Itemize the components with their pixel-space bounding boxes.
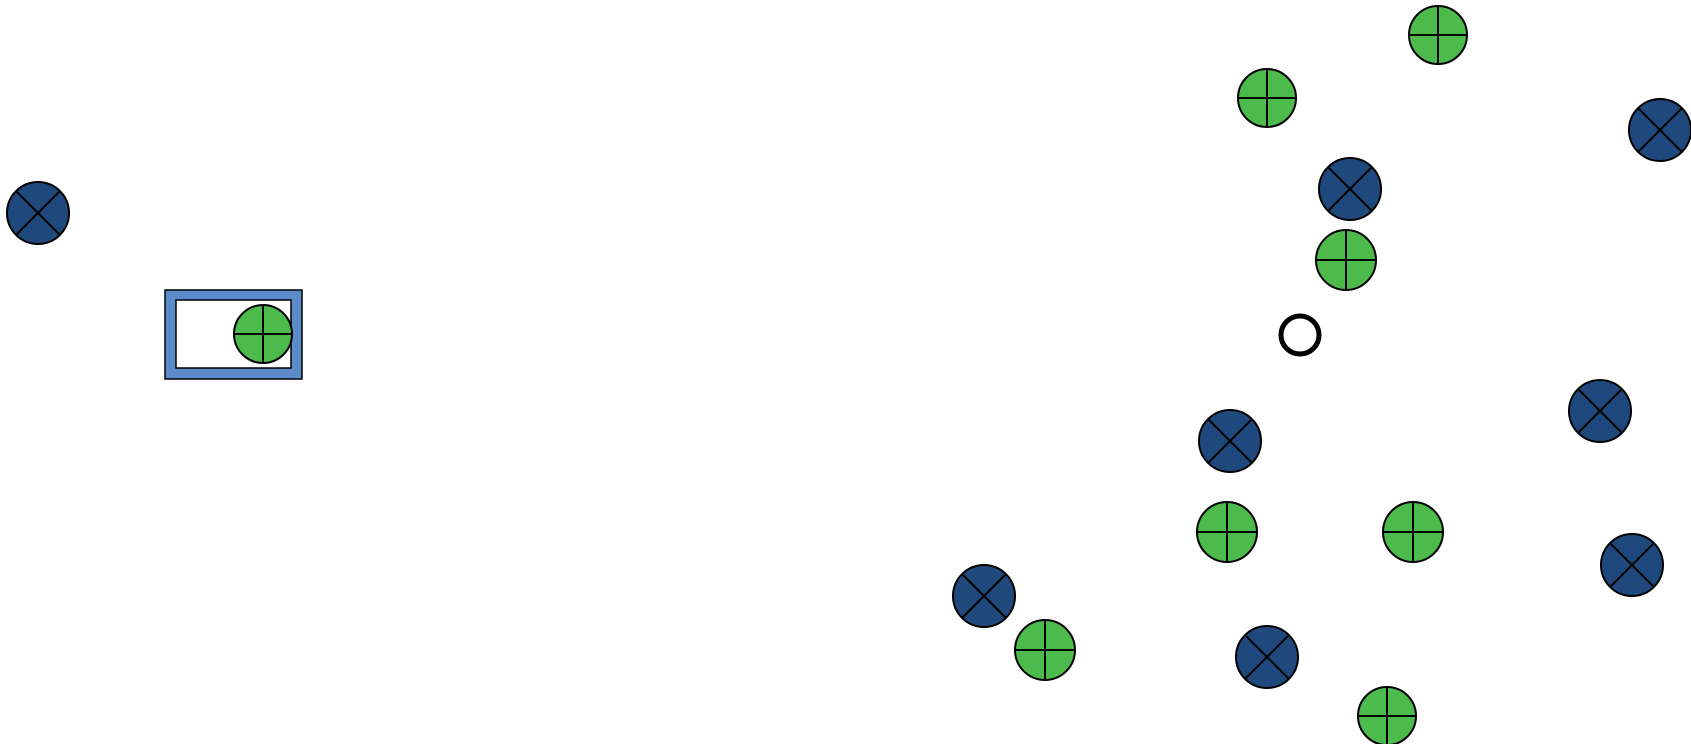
x-circle-icon[interactable]	[1318, 157, 1382, 221]
plus-circle-icon[interactable]	[1014, 619, 1076, 681]
cursor-ring-icon	[1278, 313, 1322, 357]
plus-circle-icon[interactable]	[1357, 686, 1417, 744]
x-circle-icon[interactable]	[1568, 379, 1632, 443]
plus-circle-icon[interactable]	[1196, 501, 1258, 563]
x-circle-icon[interactable]	[1235, 625, 1299, 689]
plus-circle-icon[interactable]	[1382, 501, 1444, 563]
plus-circle-icon[interactable]	[1237, 68, 1297, 128]
plus-circle-icon[interactable]	[233, 304, 293, 364]
x-circle-icon[interactable]	[1198, 409, 1262, 473]
x-circle-icon[interactable]	[1600, 533, 1664, 597]
x-circle-icon[interactable]	[6, 181, 70, 245]
x-circle-icon[interactable]	[1628, 98, 1691, 162]
plus-circle-icon[interactable]	[1408, 5, 1468, 65]
plus-circle-icon[interactable]	[1315, 229, 1377, 291]
x-circle-icon[interactable]	[952, 564, 1016, 628]
